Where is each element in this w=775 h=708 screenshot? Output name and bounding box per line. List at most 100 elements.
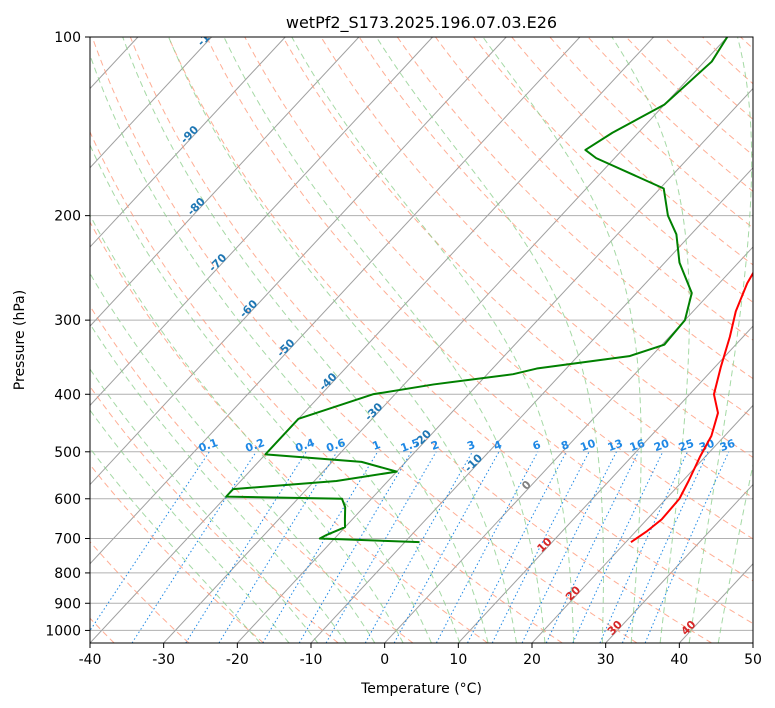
x-tick-label: -10 — [300, 652, 323, 668]
mixing-ratio-label: 25 — [677, 437, 696, 454]
mixing-ratio-label: 0.1 — [197, 436, 220, 455]
x-tick-label: -20 — [226, 652, 249, 668]
dry-adiabat-label: -30 — [362, 400, 385, 423]
dry-adiabat-line — [91, 37, 638, 643]
isotherm-line — [90, 37, 507, 486]
chart-title: wetPf2_S173.2025.196.07.03.E26 — [286, 13, 557, 33]
dry-adiabat-line — [740, 37, 753, 50]
mixing-ratio-line — [491, 451, 590, 643]
x-tick-label: 20 — [523, 652, 541, 668]
x-tick-label: -30 — [152, 652, 175, 668]
moist-adiabat-line — [611, 37, 690, 643]
isotherm-line — [90, 37, 360, 327]
dry-adiabat-label: -90 — [178, 123, 201, 146]
y-axis-title: Pressure (hPa) — [12, 290, 28, 390]
axes: -40 -30 -20 -10 0 10 20 30 40 5010020030040050060… — [45, 30, 762, 668]
mixing-ratio-label: 0.6 — [324, 436, 347, 455]
dry-adiabat-line — [282, 37, 753, 499]
moist-adiabat-line — [122, 37, 489, 643]
moist-adiabat-line — [375, 37, 604, 643]
mixing-ratio-label: 20 — [652, 437, 671, 455]
y-tick-label: 700 — [54, 532, 81, 548]
moist-adiabat-line — [688, 37, 753, 643]
dry-adiabat-label: -50 — [274, 336, 297, 359]
mixing-ratio-line — [621, 451, 709, 643]
isotherm-line — [384, 246, 753, 643]
y-tick-label: 600 — [54, 492, 81, 508]
moist-adiabat-line — [90, 53, 461, 643]
moist-adiabat-line — [90, 272, 376, 643]
mixing-ratio-line — [262, 451, 379, 643]
dry-adiabat-line — [435, 37, 753, 341]
y-tick-label: 900 — [54, 596, 81, 612]
x-tick-label: 30 — [597, 652, 615, 668]
isotherm-line — [457, 325, 753, 643]
mixing-ratio-label: 0.4 — [294, 436, 317, 455]
mixing-ratio-line — [298, 451, 412, 643]
mixing-ratio-label: 2 — [429, 438, 441, 453]
mixing-ratio-line — [435, 451, 539, 643]
y-tick-label: 500 — [54, 445, 81, 461]
mixing-ratio-line — [393, 451, 500, 643]
x-tick-label: 10 — [449, 652, 467, 668]
dry-adiabat-line — [168, 37, 753, 625]
isotherm-line — [90, 37, 581, 565]
mixing-ratio-line — [599, 451, 688, 643]
dry-adiabat-line — [90, 463, 264, 643]
dry-adiabat-label: -60 — [237, 297, 260, 320]
mixing-ratio-line — [572, 451, 664, 643]
mixing-ratio-label: 1.5 — [399, 436, 422, 455]
dry-adiabat-line — [702, 37, 753, 85]
moist-adiabat-line — [717, 462, 753, 643]
isotherm-line — [163, 37, 728, 643]
isotherm-line — [531, 404, 753, 643]
isotherm-line — [678, 563, 753, 643]
dry-adiabat-line — [244, 37, 753, 540]
isotherm-line — [90, 37, 654, 643]
mixing-ratio-label: 10 — [578, 437, 597, 455]
moist-adiabat-line — [291, 37, 575, 643]
plot-frame — [89, 36, 754, 644]
isotherm-line — [752, 642, 753, 643]
dry-adiabat-label: -100 — [195, 20, 224, 49]
dry-adiabat-label: 20 — [563, 583, 583, 603]
moist-adiabat-line — [168, 37, 517, 643]
dry-adiabat-label: -70 — [206, 251, 229, 274]
mixing-ratio-line — [90, 451, 210, 632]
mixing-ratio-line — [521, 451, 617, 643]
mixing-ratio-line — [131, 451, 257, 643]
mixing-ratio-label: 0.2 — [244, 436, 267, 455]
mixing-ratio-label: 1 — [371, 438, 383, 453]
moist-adiabat-line — [482, 37, 642, 643]
mixing-ratio-label: 4 — [492, 438, 504, 453]
y-tick-label: 100 — [54, 30, 81, 46]
isotherm-line — [0, 37, 64, 643]
moist-adiabat-line — [223, 37, 546, 643]
dry-adiabat-line — [549, 37, 753, 229]
dry-adiabat-line — [129, 37, 712, 643]
isotherm-line — [605, 483, 753, 643]
dry-adiabat-label: 30 — [605, 618, 625, 638]
dry-adiabat-line — [396, 37, 753, 380]
moist-adiabat-line — [90, 214, 404, 643]
isotherm-line — [90, 37, 433, 407]
dry-adiabat-line — [90, 540, 190, 643]
x-axis-title: Temperature (°C) — [360, 681, 482, 697]
x-tick-label: 50 — [744, 652, 762, 668]
mixing-ratio-label: 8 — [559, 438, 571, 453]
mixing-ratio-label: 16 — [628, 437, 647, 455]
mixing-ratio-label: 36 — [718, 437, 737, 455]
isotherm-line — [236, 87, 753, 643]
dry-adiabat-label: -40 — [316, 370, 339, 393]
dry-adiabat-line — [663, 37, 753, 120]
mixing-ratio-label: 3 — [465, 438, 477, 453]
moist-adiabat-line — [90, 409, 290, 643]
temperature-profile-line — [630, 271, 753, 543]
mixing-ratio-label: 6 — [531, 438, 543, 453]
moist-adiabat-line — [90, 368, 319, 643]
dry-adiabat-label: -80 — [185, 195, 208, 218]
moist-adiabat-line — [90, 323, 347, 643]
x-tick-label: 40 — [670, 652, 688, 668]
